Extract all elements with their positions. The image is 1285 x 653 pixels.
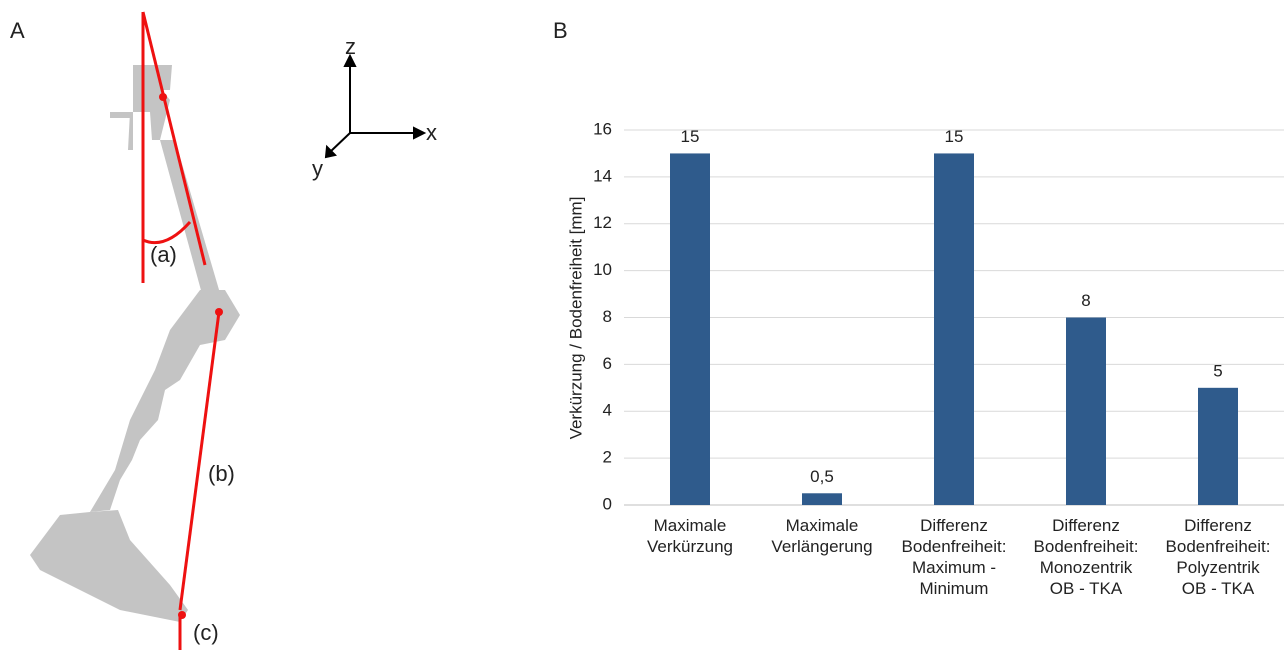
y-tick-label: 4	[603, 401, 612, 420]
coordinate-axes	[326, 56, 424, 157]
axis-z: z	[345, 34, 356, 59]
leg-diagram	[30, 65, 240, 622]
axis-x: x	[426, 120, 437, 145]
panel-label: B	[553, 18, 568, 43]
y-tick-label: 14	[593, 166, 612, 185]
y-tick-label: 10	[593, 260, 612, 279]
bar	[802, 493, 842, 505]
angle-label: (a)	[150, 242, 177, 267]
offset-label: (c)	[193, 620, 219, 645]
data-label: 5	[1213, 361, 1222, 380]
data-label: 8	[1081, 291, 1090, 310]
bar	[934, 153, 974, 505]
bar	[670, 153, 710, 505]
figure: A (a) (b) (c) z x y B Verkürzung / Boden…	[0, 0, 1285, 653]
bar	[1198, 388, 1238, 505]
y-tick-label: 6	[603, 354, 612, 373]
y-tick-label: 8	[603, 307, 612, 326]
data-label: 15	[681, 127, 700, 146]
bar	[1066, 318, 1106, 506]
axis-y: y	[312, 156, 323, 181]
y-tick-label: 0	[603, 494, 612, 513]
y-tick-label: 2	[603, 448, 612, 467]
data-label: 0,5	[810, 467, 834, 486]
length-label: (b)	[208, 461, 235, 486]
y-tick-label: 16	[593, 119, 612, 138]
data-label: 15	[945, 127, 964, 146]
panel-label: A	[10, 18, 25, 43]
y-axis-label: Verkürzung / Bodenfreiheit [mm]	[566, 197, 585, 440]
y-tick-label: 12	[593, 213, 612, 232]
